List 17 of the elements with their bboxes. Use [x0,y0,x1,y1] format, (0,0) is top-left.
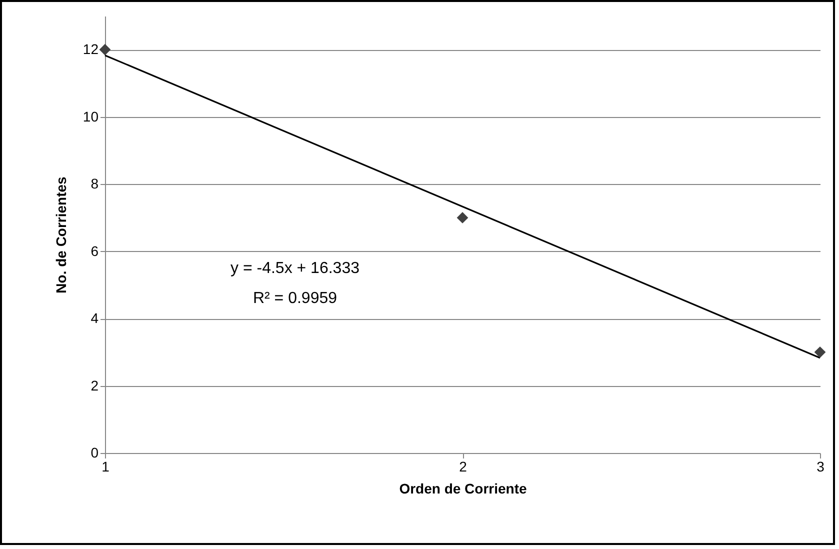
annotation: y = -4.5x + 16.333 [230,260,360,277]
y-tick-label: 0 [90,444,99,460]
point [99,44,111,56]
y-tick-label: 12 [82,41,99,58]
y-tick-label: 2 [90,377,99,394]
x-tick-label: 3 [816,458,825,474]
point [456,212,468,224]
y-tick-label: 10 [82,108,99,124]
x-tick-label: 1 [102,458,110,474]
x-axis-title: Orden de Corriente [399,480,527,496]
y-tick-label: 4 [90,310,99,326]
y-tick-label: 8 [90,176,99,192]
y-tick-label: 6 [90,242,99,259]
annotation: R² = 0.9959 [252,290,338,307]
point [814,346,826,358]
y-axis-title: No. de Corrientes [52,176,69,294]
x-tick-label: 2 [459,458,468,474]
